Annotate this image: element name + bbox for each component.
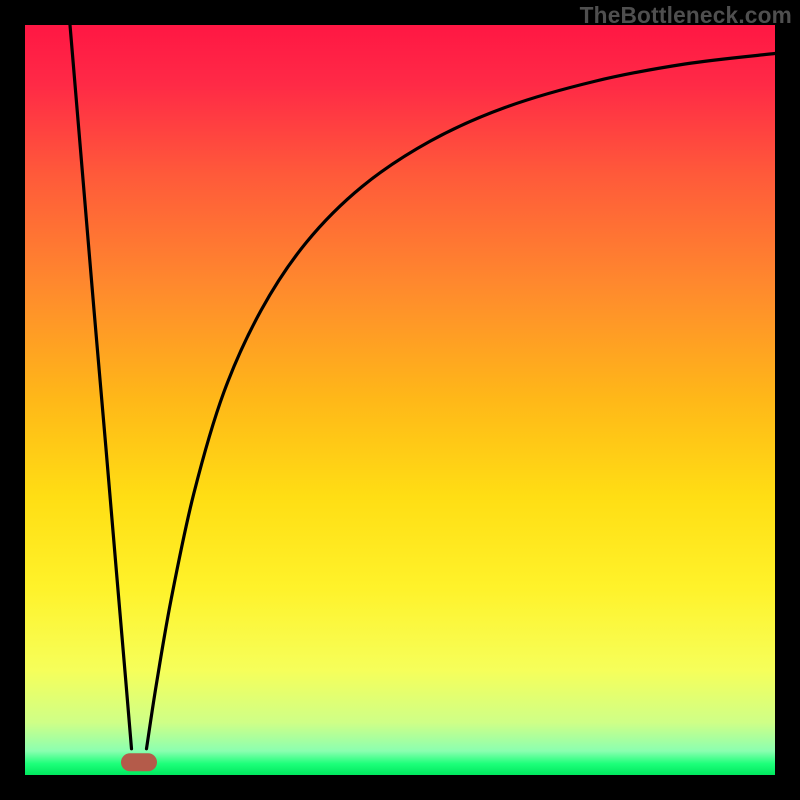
minimum-marker (121, 753, 157, 771)
plot-background (25, 25, 775, 775)
watermark-text: TheBottleneck.com (580, 2, 792, 29)
chart-container: TheBottleneck.com (0, 0, 800, 800)
chart-svg (0, 0, 800, 800)
